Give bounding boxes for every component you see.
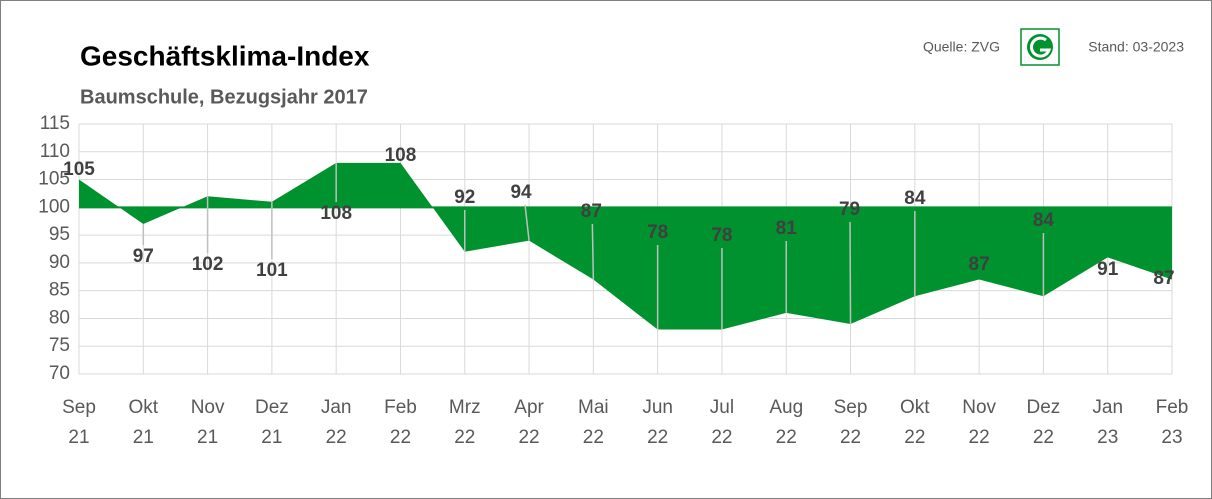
x-tick-label: 22	[583, 427, 604, 448]
x-tick-label: Okt	[900, 397, 930, 418]
x-tick-label: Mai	[578, 397, 609, 418]
source: Quelle: ZVG	[923, 39, 1000, 55]
x-tick-label: Jul	[710, 397, 734, 418]
x-tick-label: 22	[776, 427, 797, 448]
x-tick-label: 22	[711, 427, 732, 448]
x-tick-label: Mrz	[449, 397, 481, 418]
x-tick-label: 23	[1161, 427, 1182, 448]
data-label: 108	[385, 145, 417, 166]
x-tick-label: 22	[1033, 427, 1054, 448]
data-label: 78	[711, 225, 732, 246]
x-tick-label: 22	[390, 427, 411, 448]
x-tick-label: 21	[68, 427, 89, 448]
x-tick-label: 22	[518, 427, 539, 448]
x-tick-label: Jan	[1092, 397, 1123, 418]
data-label: 87	[1153, 268, 1174, 289]
logo	[1020, 28, 1060, 66]
data-label: 79	[839, 199, 860, 220]
leader-line	[524, 204, 530, 241]
y-tick-label: 110	[40, 141, 70, 162]
x-tick-label: Dez	[255, 397, 289, 418]
area	[79, 162, 1172, 330]
x-tick-label: Nov	[191, 397, 225, 418]
x-tick-label: Sep	[62, 397, 96, 418]
data-label: 94	[510, 182, 532, 203]
x-tick-label: 22	[840, 427, 861, 448]
data-label: 84	[904, 188, 926, 209]
x-tick-label: Dez	[1027, 397, 1061, 418]
data-label: 92	[454, 187, 475, 208]
chart-subtitle: Baumschule, Bezugsjahr 2017	[80, 86, 368, 108]
x-tick-label: 22	[326, 427, 347, 448]
data-label: 97	[133, 246, 154, 267]
data-label: 105	[63, 159, 95, 180]
x-tick-label: Okt	[129, 397, 159, 418]
data-label: 91	[1097, 259, 1119, 280]
y-tick-label: 95	[49, 224, 70, 245]
y-tick-label: 85	[49, 280, 70, 301]
x-tick-label: Jun	[642, 397, 673, 418]
x-tick-label: 21	[197, 427, 218, 448]
x-tick-label: Sep	[834, 397, 868, 418]
date: Stand: 03-2023	[1088, 39, 1184, 55]
x-tick-label: Feb	[1156, 397, 1189, 418]
data-label: 87	[969, 254, 990, 275]
y-tick-label: 75	[49, 335, 70, 356]
data-label: 87	[581, 201, 602, 222]
y-tick-label: 105	[38, 169, 70, 190]
data-label: 101	[256, 260, 288, 281]
x-tick-label: 22	[647, 427, 668, 448]
y-tick-label: 80	[49, 307, 70, 328]
x-tick-label: 22	[904, 427, 925, 448]
y-tick-label: 90	[49, 252, 70, 273]
data-label: 108	[320, 203, 352, 224]
y-tick-label: 100	[38, 196, 70, 217]
data-label: 81	[776, 218, 798, 239]
x-tick-label: 22	[969, 427, 990, 448]
leader-line	[591, 223, 595, 280]
chart-title: Geschäftsklima-Index	[80, 40, 370, 71]
x-tick-label: 21	[133, 427, 154, 448]
x-tick-label: Jan	[321, 397, 352, 418]
data-label: 102	[192, 254, 224, 275]
x-tick-label: Apr	[514, 397, 544, 418]
data-label: 78	[647, 222, 668, 243]
data-label: 84	[1033, 210, 1055, 231]
y-tick-label: 115	[40, 113, 70, 134]
x-tick-label: Nov	[962, 397, 996, 418]
y-tick-label: 70	[49, 363, 70, 384]
x-tick-label: Aug	[769, 397, 803, 418]
x-tick-label: 23	[1097, 427, 1118, 448]
x-tick-label: Feb	[384, 397, 417, 418]
x-tick-label: 22	[454, 427, 475, 448]
x-tick-label: 21	[261, 427, 282, 448]
leader-line	[849, 221, 852, 325]
